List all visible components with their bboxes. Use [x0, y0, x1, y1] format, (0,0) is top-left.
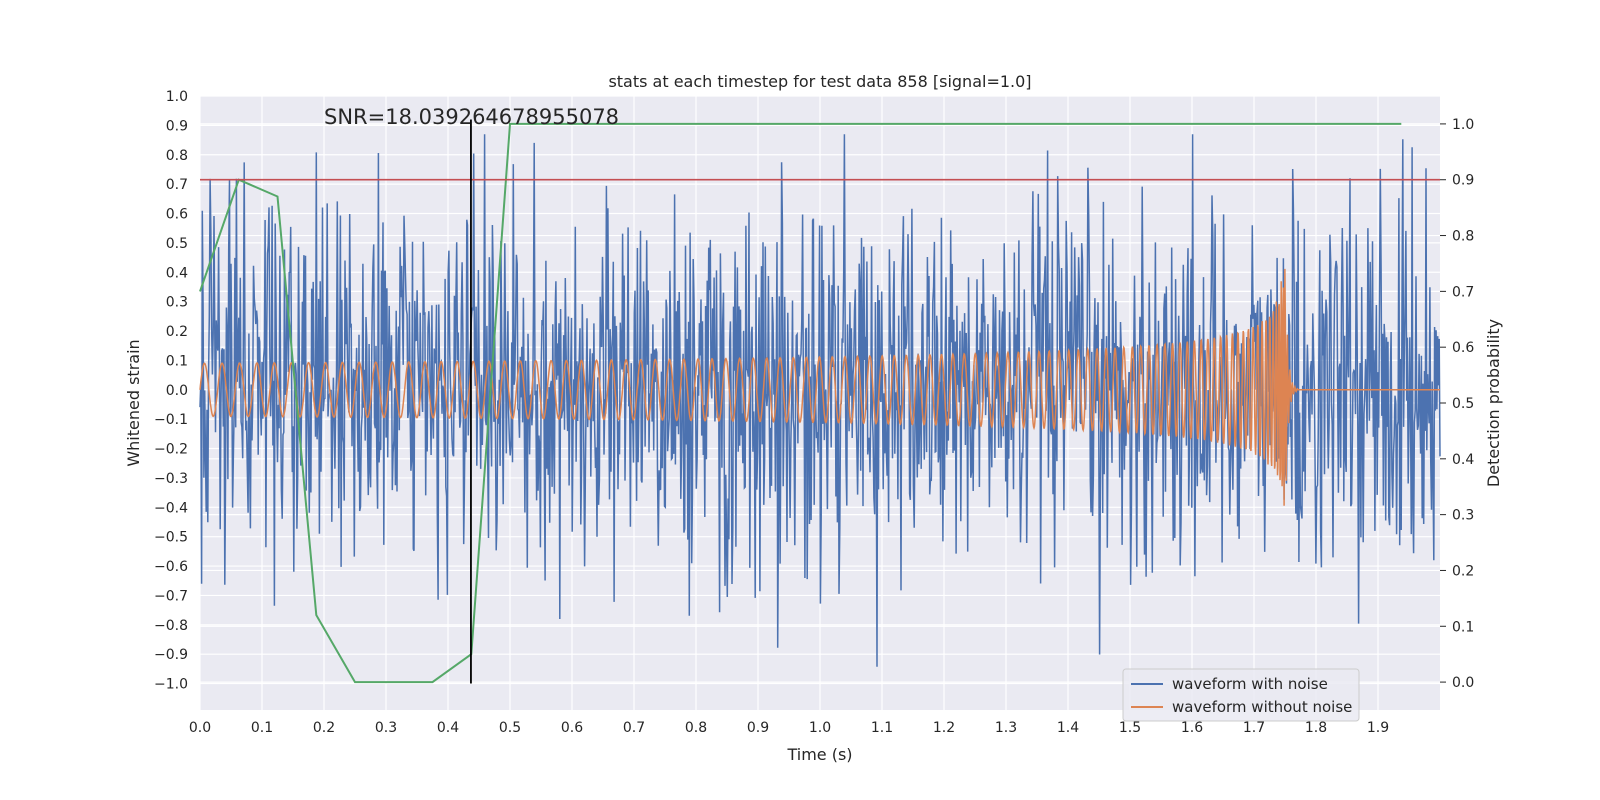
x-tick-label: 1.0	[809, 720, 831, 736]
x-tick-label: 0.2	[313, 720, 335, 736]
y-tick-label-left: −0.9	[154, 647, 188, 663]
x-axis-label: Time (s)	[786, 745, 852, 764]
y-tick-label-right: 0.4	[1452, 452, 1474, 468]
x-tick-label: 1.7	[1243, 720, 1265, 736]
y-ticks-right: 1.0 0.9 0.8 0.7 0.6 0.5 0.4 0.3 0.2 0.1 0.0	[1440, 117, 1474, 691]
snr-annotation: SNR=18.039264678955078	[324, 105, 619, 129]
y-axis-label-left: Whitened strain	[124, 339, 143, 466]
x-tick-label: 0.1	[251, 720, 273, 736]
chart-title: stats at each timestep for test data 858…	[608, 72, 1031, 91]
x-tick-label: 1.2	[933, 720, 955, 736]
y-tick-label-left: 0.4	[166, 265, 188, 281]
y-tick-label-right: 0.1	[1452, 619, 1474, 635]
legend-label-noisy: waveform with noise	[1172, 675, 1328, 693]
y-tick-label-left: −0.5	[154, 530, 188, 546]
y-tick-label-left: 0.8	[166, 148, 188, 164]
x-tick-label: 0.6	[561, 720, 583, 736]
x-tick-label: 0.8	[685, 720, 707, 736]
y-tick-label-left: −0.2	[154, 442, 188, 458]
x-tick-label: 0.7	[623, 720, 645, 736]
x-tick-label: 1.6	[1181, 720, 1203, 736]
y-tick-label-right: 0.2	[1452, 563, 1474, 579]
y-ticks-left: 1.0 0.9 0.8 0.7 0.6 0.5 0.4 0.3 0.2 0.1 0.0 −0.1 −0.…	[154, 89, 188, 693]
x-tick-label: 1.1	[871, 720, 893, 736]
x-tick-label: 0.0	[189, 720, 211, 736]
y-tick-label-left: 0.1	[166, 353, 188, 369]
y-tick-label-left: 0.6	[166, 207, 188, 223]
series-line-detection-probability	[199, 122, 1402, 684]
series-layer	[199, 119, 1441, 684]
x-tick-label: 1.9	[1367, 720, 1389, 736]
x-tick-label: 0.4	[437, 720, 459, 736]
y-tick-label-right: 0.9	[1452, 173, 1474, 189]
y-tick-label-left: 0.9	[166, 118, 188, 134]
y-tick-label-left: 1.0	[166, 89, 188, 105]
y-tick-label-left: 0.3	[166, 295, 188, 311]
x-ticks: 0.0 0.1 0.2 0.3 0.4 0.5 0.6 0.7 0.8 0.9 1.0 1.1 1.2 1…	[189, 720, 1389, 736]
y-tick-label-left: −0.6	[154, 559, 188, 575]
legend: waveform with noise waveform without noi…	[1122, 668, 1360, 722]
y-axis-label-right: Detection probability	[1484, 319, 1503, 487]
legend-label-clean: waveform without noise	[1172, 698, 1352, 716]
y-tick-label-right: 0.6	[1452, 340, 1474, 356]
y-tick-label-left: −0.1	[154, 412, 188, 428]
y-tick-label-right: 0.7	[1452, 284, 1474, 300]
x-tick-label: 1.4	[1057, 720, 1079, 736]
y-tick-label-right: 0.8	[1452, 229, 1474, 245]
x-tick-label: 1.5	[1119, 720, 1141, 736]
y-tick-label-left: −1.0	[154, 677, 188, 693]
y-tick-label-right: 1.0	[1452, 117, 1474, 133]
x-tick-label: 0.3	[375, 720, 397, 736]
x-tick-label: 1.3	[995, 720, 1017, 736]
series-line-noisy	[199, 134, 1441, 667]
y-tick-label-left: 0.0	[166, 383, 188, 399]
x-tick-label: 1.8	[1305, 720, 1327, 736]
y-tick-label-left: −0.7	[154, 588, 188, 604]
y-tick-label-right: 0.0	[1452, 675, 1474, 691]
y-tick-label-right: 0.5	[1452, 396, 1474, 412]
y-tick-label-right: 0.3	[1452, 508, 1474, 524]
legend-box	[1122, 668, 1360, 722]
x-tick-label: 0.9	[747, 720, 769, 736]
x-tick-label: 0.5	[499, 720, 521, 736]
series-line-clean	[199, 268, 1440, 506]
y-tick-label-left: −0.8	[154, 618, 188, 634]
y-tick-label-left: 0.7	[166, 177, 188, 193]
y-tick-label-left: 0.5	[166, 236, 188, 252]
y-tick-label-left: −0.4	[154, 500, 188, 516]
y-tick-label-left: 0.2	[166, 324, 188, 340]
y-tick-label-left: −0.3	[154, 471, 188, 487]
